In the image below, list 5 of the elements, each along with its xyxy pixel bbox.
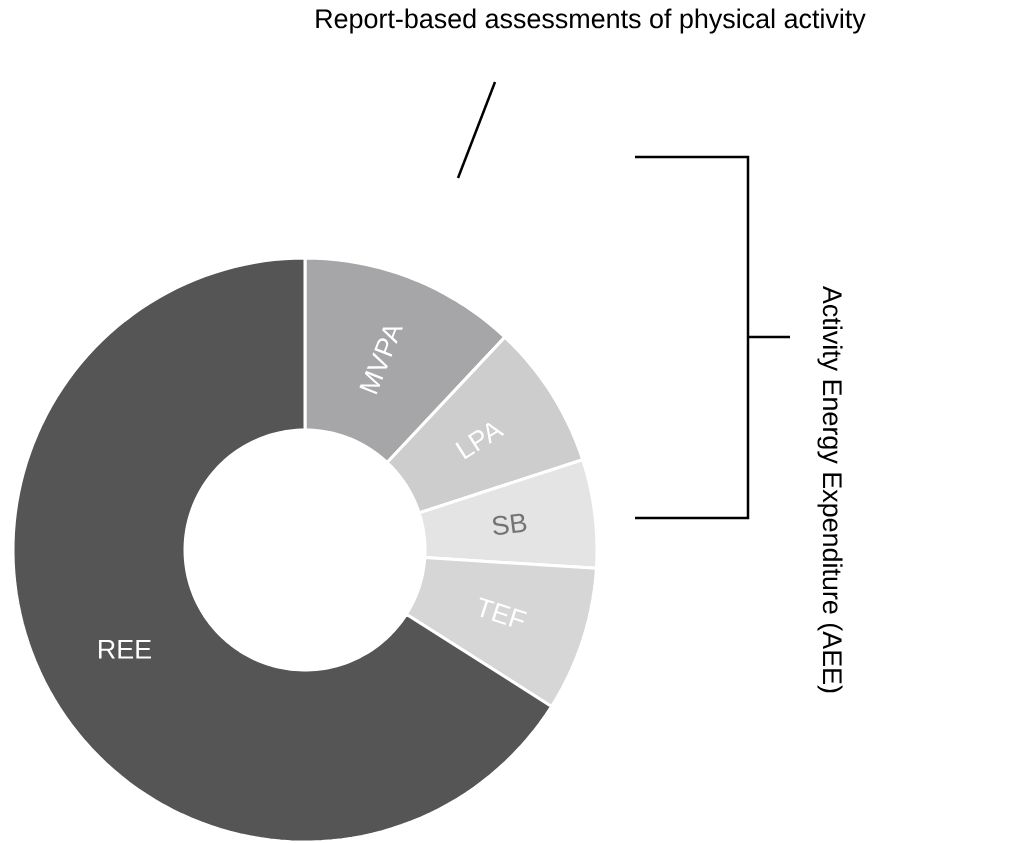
text: Activity Energy Expenditure (AEE) (817, 285, 843, 693)
slice-label: SB (493, 513, 527, 535)
slice-label: REE (99, 639, 151, 659)
text: Report-based assessments of physical activity (316, 8, 866, 34)
slice-label: MVPA (359, 327, 404, 395)
